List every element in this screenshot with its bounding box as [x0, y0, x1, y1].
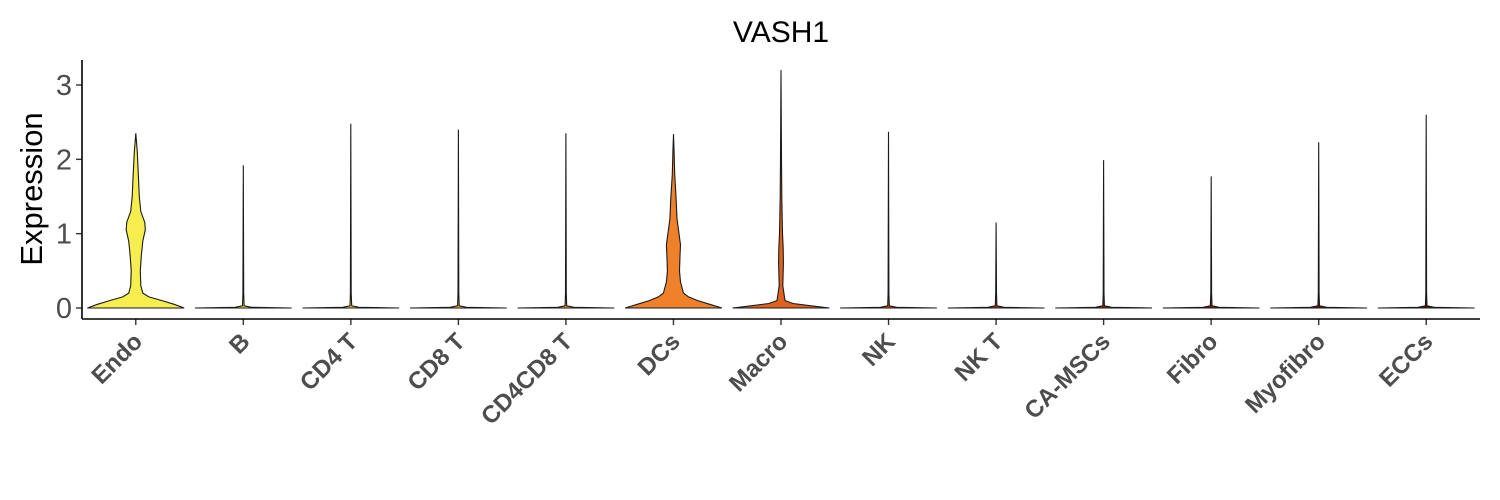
violin-cd4cd8-t — [517, 133, 615, 309]
x-tick-label: Macro — [724, 328, 793, 397]
x-tick-label: CD4 T — [295, 328, 363, 396]
y-tick-label: 0 — [56, 293, 72, 325]
violin-b — [194, 165, 292, 309]
violin-nk-t — [947, 222, 1045, 309]
y-tick-label: 2 — [56, 144, 72, 176]
violin-eccs — [1377, 114, 1475, 309]
violin-nk — [840, 131, 937, 309]
x-tick-label: DCs — [633, 328, 686, 381]
x-tick-label: ECCs — [1374, 328, 1438, 392]
violin-dcs — [624, 134, 723, 309]
y-axis-label: Expression — [14, 112, 49, 265]
violin-cd8-t — [409, 129, 507, 309]
violin-cd4-t — [302, 123, 400, 309]
violin-fibro — [1162, 176, 1260, 309]
y-tick-label: 3 — [56, 70, 72, 102]
x-tick-label: CA-MSCs — [1019, 328, 1115, 424]
x-tick-label: Myofibro — [1240, 328, 1331, 419]
x-tick-label: NK — [857, 328, 901, 372]
violin-group — [87, 70, 1475, 309]
violin-endo — [87, 133, 185, 309]
x-axis-ticks: Endo B CD4 T CD8 T CD4CD8 T DCs Macro NK NK T CA-… — [86, 319, 1438, 430]
chart-title: VASH1 — [733, 16, 829, 49]
violin-ca-mscs — [1055, 160, 1153, 309]
x-tick-label: Endo — [86, 328, 148, 390]
x-tick-label: CD8 T — [403, 328, 471, 396]
x-tick-label: B — [224, 328, 255, 359]
violin-myofibro — [1270, 142, 1368, 309]
x-tick-label: NK T — [950, 328, 1009, 387]
y-axis-ticks: 0 1 2 3 — [56, 70, 82, 325]
violin-macro — [732, 70, 830, 309]
x-tick-label: CD4CD8 T — [476, 328, 578, 430]
x-tick-label: Fibro — [1162, 328, 1224, 390]
y-tick-label: 1 — [56, 219, 72, 251]
plot-area: 0 1 2 3 Endo B CD4 T CD8 T CD4CD8 T DCs Macro NK NK… — [56, 60, 1480, 430]
